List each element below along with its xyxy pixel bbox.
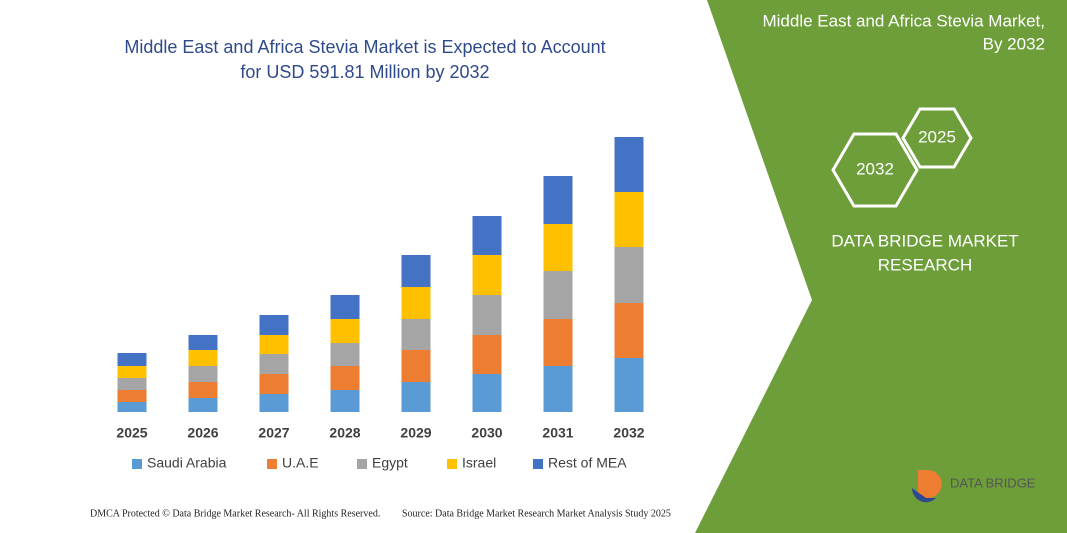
bar-segment [259, 335, 289, 354]
bar-segment [330, 366, 360, 390]
bar-segment [614, 303, 644, 358]
bar-segment [117, 378, 147, 390]
bar-segment [614, 192, 644, 247]
footer-right: Source: Data Bridge Market Research Mark… [402, 508, 671, 519]
chart-title: Middle East and Africa Stevia Market is … [124, 37, 605, 57]
chart-title: for USD 591.81 Million by 2032 [240, 62, 489, 82]
bar-segment [259, 315, 289, 335]
hexagon [901, 107, 973, 169]
bar-segment [614, 247, 644, 303]
x-tick-label: 2028 [329, 425, 360, 441]
legend-label: U.A.E [282, 455, 319, 471]
footer-left: DMCA Protected © Data Bridge Market Rese… [90, 508, 380, 519]
bar-segment [472, 335, 502, 374]
logo-icon [911, 488, 936, 503]
bar-segment [472, 295, 502, 335]
green-panel [695, 0, 1067, 533]
bar-segment [543, 319, 573, 366]
hexagon [831, 132, 919, 208]
brand: RESEARCH [878, 255, 972, 274]
bar-segment [330, 343, 360, 366]
bar-segment [472, 374, 502, 412]
x-tick-label: 2025 [116, 425, 147, 441]
bar-segment [117, 402, 147, 412]
bar-segment [543, 366, 573, 412]
bar-segment [614, 358, 644, 412]
bar-segment [543, 176, 573, 224]
bar-segment [330, 295, 360, 319]
legend-swatch [357, 459, 367, 469]
bar-segment [330, 319, 360, 343]
x-tick-label: 2032 [613, 425, 644, 441]
x-tick-label: 2027 [258, 425, 289, 441]
hexagon-label: 2032 [856, 159, 894, 178]
legend-swatch [267, 459, 277, 469]
bar-segment [188, 350, 218, 366]
bar-segment [259, 354, 289, 374]
bar-segment [401, 350, 431, 382]
hexagon-label: 2025 [918, 127, 956, 146]
bar-segment [259, 394, 289, 412]
x-tick-label: 2031 [542, 425, 573, 441]
bar-segment [401, 319, 431, 350]
bar-segment [330, 390, 360, 412]
bar-segment [401, 382, 431, 412]
legend-swatch [132, 459, 142, 469]
bar-segment [472, 216, 502, 255]
bar-segment [472, 255, 502, 295]
logo-icon [918, 470, 942, 498]
x-tick-label: 2029 [400, 425, 431, 441]
x-tick-label: 2030 [471, 425, 502, 441]
bar-segment [188, 335, 218, 350]
x-tick-label: 2026 [187, 425, 218, 441]
legend-label: Rest of MEA [548, 455, 627, 471]
bar-segment [117, 390, 147, 402]
legend-label: Egypt [372, 455, 408, 471]
logo-text: DATA BRIDGE [950, 475, 1036, 490]
legend-label: Saudi Arabia [147, 455, 227, 471]
panel-title: By 2032 [983, 34, 1045, 53]
bar-segment [259, 374, 289, 394]
bar-segment [188, 398, 218, 412]
legend-swatch [533, 459, 543, 469]
bar-segment [543, 224, 573, 271]
bar-segment [614, 137, 644, 192]
bar-segment [401, 255, 431, 287]
legend-swatch [447, 459, 457, 469]
bar-segment [117, 353, 147, 366]
panel-title: Middle East and Africa Stevia Market, [762, 11, 1045, 30]
brand: DATA BRIDGE MARKET [831, 231, 1018, 250]
bar-segment [188, 366, 218, 382]
bar-segment [401, 287, 431, 319]
bar-segment [543, 271, 573, 319]
legend-label: Israel [462, 455, 496, 471]
bar-segment [117, 366, 147, 378]
bar-segment [188, 382, 218, 398]
